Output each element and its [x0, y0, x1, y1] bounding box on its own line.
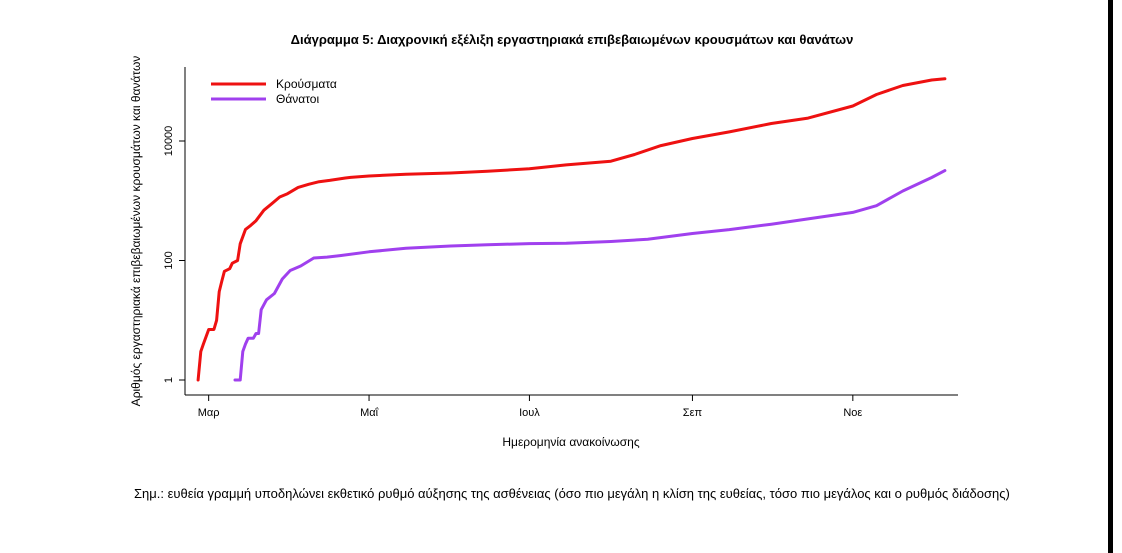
y-tick-label: 100	[163, 251, 175, 269]
series-line-cases	[196, 77, 947, 382]
chart-svg: Διάγραμμα 5: Διαχρονική εξέλιξη εργαστηρ…	[129, 32, 958, 449]
x-axis-label: Ημερομηνία ανακοίνωσης	[502, 435, 639, 449]
y-ticks: 1 100 10000	[163, 126, 185, 383]
legend-label-cases: Κρούσματα	[276, 77, 337, 91]
x-tick-label: Νοε	[843, 407, 862, 419]
page-edge-bar	[1108, 0, 1113, 553]
legend: Κρούσματα Θάνατοι	[211, 77, 337, 106]
x-tick-label: Σεπ	[683, 407, 703, 419]
y-axis-label: Αριθμός εργαστηριακά επιβεβαιωμένων κρου…	[129, 56, 143, 407]
x-tick-label: Ιουλ	[519, 407, 540, 419]
series-line-deaths	[233, 169, 947, 382]
series-lines	[196, 77, 947, 382]
chart-note: Σημ.: ευθεία γραμμή υποδηλώνει εκθετικό …	[134, 486, 1010, 501]
x-tick-label: Μαΐ	[360, 407, 379, 419]
x-ticks: Μαρ Μαΐ Ιουλ Σεπ Νοε	[198, 395, 862, 419]
chart-title: Διάγραμμα 5: Διαχρονική εξέλιξη εργαστηρ…	[291, 32, 854, 47]
x-tick-label: Μαρ	[198, 407, 220, 419]
legend-label-deaths: Θάνατοι	[276, 92, 319, 106]
y-tick-label: 10000	[163, 126, 175, 157]
axes: 1 100 10000 Μαρ Μαΐ Ιουλ Σεπ Νοε	[163, 67, 958, 419]
y-tick-label: 1	[163, 377, 175, 383]
